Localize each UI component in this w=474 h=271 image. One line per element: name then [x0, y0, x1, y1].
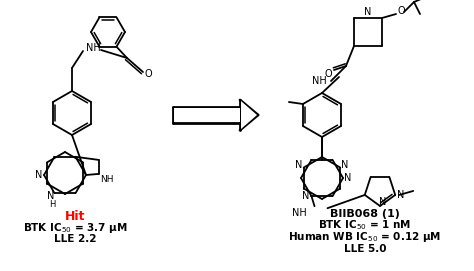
Text: BTK IC$_{50}$ = 3.7 μM: BTK IC$_{50}$ = 3.7 μM — [23, 221, 128, 235]
Text: LLE 5.0: LLE 5.0 — [344, 244, 386, 254]
Text: NH: NH — [292, 208, 307, 218]
Text: N: N — [341, 160, 349, 170]
Text: O: O — [397, 6, 405, 16]
Text: O: O — [144, 69, 152, 79]
Polygon shape — [174, 108, 240, 122]
Text: NH: NH — [311, 76, 327, 86]
Text: Hit: Hit — [65, 209, 85, 222]
Text: Human WB IC$_{50}$ = 0.12 μM: Human WB IC$_{50}$ = 0.12 μM — [289, 230, 442, 244]
Text: LLE 2.2: LLE 2.2 — [54, 234, 96, 244]
Text: BIIB068 (1): BIIB068 (1) — [330, 209, 400, 219]
Text: N: N — [397, 190, 404, 200]
Text: O: O — [324, 69, 332, 79]
Text: N: N — [365, 7, 372, 17]
Text: H: H — [49, 200, 55, 209]
Text: N: N — [35, 170, 43, 180]
Text: N: N — [47, 191, 54, 201]
Text: NH: NH — [86, 43, 100, 53]
Text: N: N — [295, 160, 302, 170]
Text: N: N — [344, 173, 352, 183]
Text: BTK IC$_{50}$ = 1 nM: BTK IC$_{50}$ = 1 nM — [319, 218, 411, 232]
Text: N: N — [379, 197, 387, 207]
Text: N: N — [302, 191, 309, 201]
Polygon shape — [241, 101, 257, 129]
Text: NH: NH — [100, 175, 113, 184]
